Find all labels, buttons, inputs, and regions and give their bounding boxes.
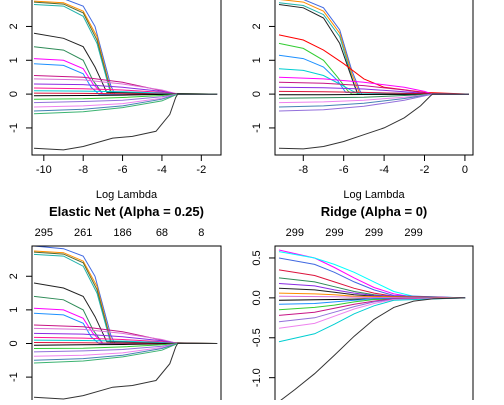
y-tick-label: 0 (251, 91, 263, 97)
y-tick-label: -1.0 (251, 368, 263, 387)
x-tick-label: -8 (298, 164, 308, 176)
y-tick-label: 0.5 (251, 250, 263, 265)
series-line-1 (278, 251, 466, 299)
plot-frame (274, 245, 474, 405)
panel-title: Ridge (Alpha = 0) (321, 204, 428, 219)
top-axis-label: 68 (156, 227, 168, 239)
panel-elastic-net: -1 0 1 2 295 261 186 68 8 Elastic Net (Alpha = 0.… (8, 204, 222, 405)
x-tick-label: -6 (339, 164, 349, 176)
series-line-7 (33, 63, 218, 95)
top-axis-label: 299 (286, 227, 304, 239)
series-line-4 (33, 282, 218, 344)
series-line-5 (278, 283, 466, 299)
series-line-11 (278, 90, 470, 95)
top-axis-label: 299 (365, 227, 383, 239)
top-axis-label: 8 (198, 227, 204, 239)
series-line-4 (278, 34, 470, 95)
series-line-2 (33, 251, 218, 344)
x-tick-label: -2 (420, 164, 430, 176)
series-line-2 (33, 1, 218, 95)
x-tick-label: -8 (78, 164, 88, 176)
y-tick-label: -0.5 (251, 328, 263, 347)
plot-frame (274, 0, 474, 156)
x-tick-label: -10 (36, 164, 52, 176)
series-line-7 (278, 292, 466, 299)
y-tick-label: 2 (8, 273, 20, 279)
y-tick-label: 0 (8, 340, 20, 346)
series-line-0 (65, 0, 218, 95)
x-tick-label: -4 (379, 164, 389, 176)
series-line-3 (33, 253, 218, 344)
y-tick-label: -1 (251, 123, 263, 133)
series-line-0 (303, 0, 469, 95)
series-line-8 (278, 295, 466, 299)
series-line-7 (278, 68, 469, 95)
top-axis-label: 299 (404, 227, 422, 239)
y-tick-label: 0 (8, 91, 20, 97)
y-tick-label: -1 (8, 372, 20, 382)
top-axis-label: 295 (35, 227, 53, 239)
series-line-15 (278, 297, 466, 343)
plot-frame (31, 245, 222, 405)
series-line-16 (278, 297, 466, 402)
series-line-2 (278, 2, 469, 95)
plot-frame (31, 0, 222, 156)
y-tick-label: 1 (8, 57, 20, 63)
panel-top-right: -8 -6 -4 -2 0 -1 0 1 2 Log Lambda (251, 0, 474, 201)
series-line-12 (278, 297, 466, 316)
series-line-3 (33, 4, 218, 95)
series-line-20 (33, 93, 218, 151)
y-tick-label: -1 (8, 123, 20, 133)
x-tick-label: -6 (118, 164, 128, 176)
panel-title: Elastic Net (Alpha = 0.25) (49, 204, 204, 219)
y-tick-label: 2 (251, 23, 263, 29)
y-tick-label: 1 (8, 307, 20, 313)
series-line-5 (33, 46, 218, 95)
x-tick-label: -2 (196, 164, 206, 176)
y-tick-label: 0.0 (251, 290, 263, 305)
x-axis-title: Log Lambda (343, 189, 405, 201)
top-axis-label: 261 (74, 227, 92, 239)
series-line-1 (279, 0, 469, 95)
series-line-6 (278, 54, 470, 95)
panel-ridge: -1.0 -0.5 0.0 0.5 299 299 299 299 Ridge (Alpha =… (251, 204, 474, 405)
series-line-5 (33, 295, 218, 344)
series-line-18 (33, 93, 218, 112)
series-line-2 (278, 257, 466, 299)
x-tick-label: -4 (157, 164, 167, 176)
series-line-7 (33, 312, 218, 344)
series-line-5 (278, 42, 469, 95)
x-tick-label: 0 (462, 164, 468, 176)
x-axis-title: Log Lambda (96, 189, 158, 201)
series-line-1 (33, 250, 218, 344)
y-tick-label: 1 (251, 57, 263, 63)
series-line-18 (33, 343, 218, 361)
series-line-10 (278, 297, 466, 305)
series-line-4 (33, 32, 218, 95)
y-tick-label: 2 (8, 23, 20, 29)
top-axis-label: 299 (325, 227, 343, 239)
series-line-1 (33, 0, 218, 95)
series-line-14 (278, 297, 466, 329)
series-line-17 (278, 93, 469, 150)
series-line-20 (33, 343, 218, 400)
top-axis-label: 186 (113, 227, 131, 239)
series-line-3 (278, 4, 469, 95)
